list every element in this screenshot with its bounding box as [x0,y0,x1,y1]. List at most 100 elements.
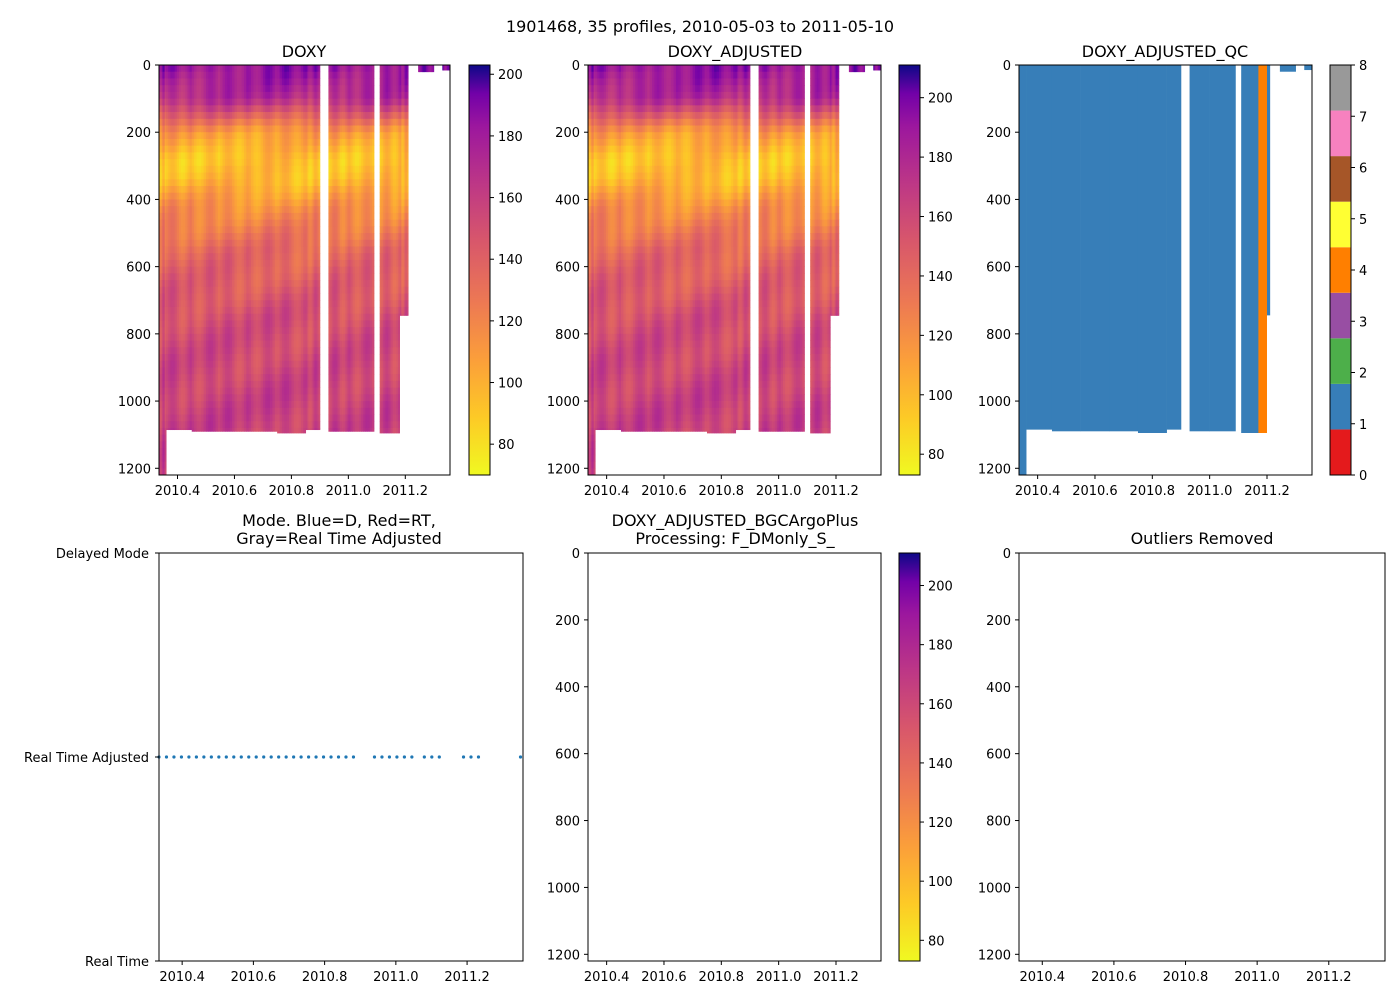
doxy-heatmap-cell [191,91,195,100]
doxy-heatmap-cell [232,192,235,200]
doxy-heatmap-cell [331,387,334,395]
doxy-heatmap-cell [262,387,266,395]
doxy-heatmap-cell [201,280,205,288]
doxy-heatmap-cell [251,185,254,194]
doxy-heatmap-cell [303,152,307,160]
doxy-heatmap-cell [181,132,184,140]
doxy-heatmap-cell [165,300,167,308]
doxy-heatmap-cell [227,407,231,415]
doxy-heatmap-cell [279,340,283,348]
doxy-heatmap-cell [174,145,178,153]
doxy-heatmap-cell [163,313,165,321]
doxy-heatmap-cell [217,280,221,288]
doxy-heatmap-cell [312,266,315,274]
doxy-heatmap-cell [335,306,338,315]
doxy-heatmap-cell [208,427,212,432]
doxy-heatmap-cell [279,233,283,241]
doxy-heatmap-cell [284,380,288,389]
doxy-heatmap-cell [262,280,266,288]
doxy-heatmap-cell [312,138,315,147]
doxy-heatmap-cell [251,78,254,86]
doxy-heatmap-cell [260,125,264,133]
doxy-heatmap-cell [317,333,320,341]
doxy-heatmap-cell [336,239,339,247]
doxy-heatmap-cell [248,105,252,113]
doxy-heatmap-cell [333,71,336,79]
doxy-heatmap-cell [291,360,295,368]
doxy-heatmap-cell [236,65,240,73]
doxy-heatmap-cell [333,78,336,86]
doxy-heatmap-cell [291,172,295,180]
doxy-heatmap-cell [236,165,240,173]
doxy-heatmap-cell [222,300,226,308]
doxy-heatmap-cell [224,253,228,261]
doxy-heatmap-cell [194,239,197,247]
doxy-heatmap-cell [241,233,245,241]
doxy-heatmap-cell [315,239,317,247]
doxy-heatmap-cell [315,71,317,79]
doxy-heatmap-cell [255,333,259,341]
doxy-heatmap-cell [234,374,238,382]
doxy-heatmap-cell [331,340,334,348]
doxy-heatmap-cell [284,233,288,241]
doxy-heatmap-cell [255,159,259,167]
doxy-heatmap-cell [333,360,336,368]
doxy-heatmap-cell [236,259,240,268]
doxy-heatmap-cell [174,105,178,113]
doxy-heatmap-cell [309,253,311,261]
doxy-heatmap-cell [168,199,171,207]
doxy-heatmap-cell [315,367,317,375]
doxy-heatmap-cell [243,280,247,288]
doxy-heatmap-cell [335,280,338,288]
doxy-heatmap-cell [243,145,247,153]
doxy-heatmap-cell [315,380,317,389]
doxy-heatmap-cell [163,112,165,120]
doxy-heatmap-cell [316,179,318,187]
doxy-heatmap-cell [333,414,336,422]
doxy-heatmap-cell [291,212,295,220]
doxy-heatmap-cell [296,105,299,113]
doxy-heatmap-cell [267,199,271,207]
doxy-heatmap-cell [328,152,331,160]
doxy-heatmap-cell [224,354,228,362]
doxy-heatmap-cell [284,421,288,429]
doxy-heatmap-cell [217,333,221,341]
doxy-heatmap-cell [312,300,315,308]
doxy-heatmap-cell [176,212,180,220]
doxy-heatmap-cell [310,259,312,268]
doxy-heatmap-cell [185,253,188,261]
doxy-heatmap-cell [213,192,216,200]
doxy-heatmap-cell [163,219,165,227]
doxy-heatmap-cell [305,273,308,281]
doxy-heatmap-cell [163,340,165,348]
doxy-heatmap-cell [163,414,165,422]
doxy-heatmap-cell [260,421,264,429]
doxy-heatmap-cell [196,280,200,288]
doxy-heatmap-cell [224,293,228,301]
doxy-heatmap-cell [229,226,233,234]
doxy-heatmap-cell [164,212,166,220]
doxy-heatmap-cell [170,132,173,140]
doxy-heatmap-cell [246,320,250,328]
doxy-heatmap-cell [176,407,180,415]
doxy-heatmap-cell [166,165,169,173]
doxy-heatmap-cell [185,259,188,268]
doxy-heatmap-cell [330,354,333,362]
doxy-heatmap-cell [255,212,259,220]
doxy-heatmap-cell [272,374,276,382]
doxy-heatmap-cell [333,266,336,274]
doxy-heatmap-cell [164,85,166,93]
doxy-heatmap-cell [279,306,283,315]
doxy-heatmap-cell [217,112,221,120]
doxy-heatmap-cell [316,407,318,415]
doxy-heatmap-cell [262,273,266,281]
doxy-heatmap-cell [312,118,315,126]
doxy-heatmap-cell [174,91,178,100]
doxy-heatmap-cell [265,327,269,335]
doxy-heatmap-cell [318,273,321,281]
doxy-heatmap-cell [305,320,308,328]
doxy-heatmap-cell [253,246,257,254]
doxy-heatmap-cell [262,78,266,86]
doxy-heatmap-cell [166,374,169,382]
doxy-heatmap-cell [309,313,311,321]
